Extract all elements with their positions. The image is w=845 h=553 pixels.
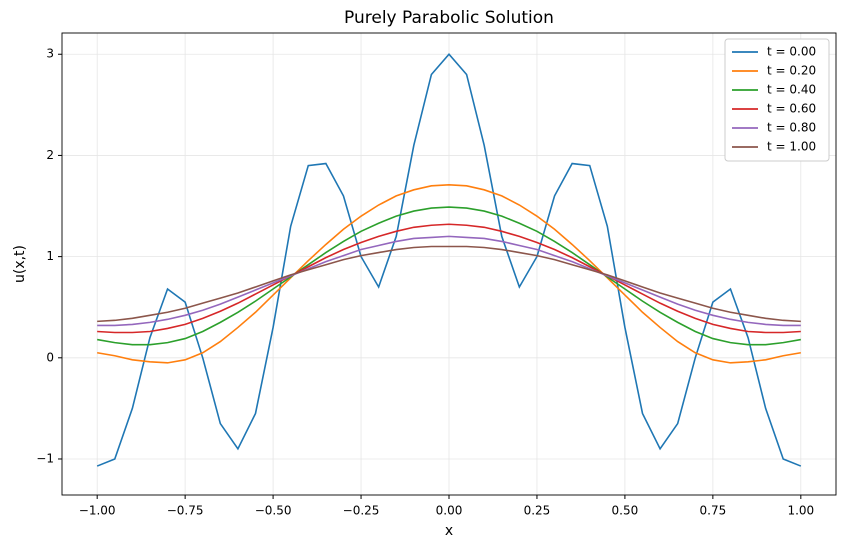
line-series [96, 53, 802, 467]
y-tick-label: 2 [46, 148, 54, 162]
line-series [97, 183, 801, 364]
legend-label: t = 0.80 [767, 121, 816, 135]
line-series [97, 245, 801, 323]
legend-box [724, 38, 830, 162]
y-tick-label: −1 [36, 451, 54, 465]
plot-frame [61, 32, 837, 496]
x-axis-label: x [445, 523, 453, 539]
legend-label: t = 1.00 [767, 140, 816, 154]
legend-label: t = 0.40 [767, 83, 816, 97]
legend-label: t = 0.60 [767, 102, 816, 116]
legend: t = 0.00 t = 0.20 t = 0.40 t = 0.60 t = 0.80… [724, 38, 830, 162]
legend-label: t = 0.00 [767, 45, 816, 59]
y-tick-label: 3 [46, 47, 54, 61]
y-axis-label: u(x,t) [12, 245, 28, 283]
line-series [97, 235, 801, 327]
x-tick-label: 0.75 [700, 504, 727, 518]
y-tick-label: 0 [46, 350, 54, 364]
x-tick-label: 0.25 [524, 504, 551, 518]
y-tick-label: 1 [46, 249, 54, 263]
line-series [97, 223, 801, 334]
chart-title: Purely Parabolic Solution [344, 8, 554, 28]
x-tick-label: 1.00 [787, 504, 814, 518]
x-tick-label: −0.25 [343, 504, 380, 518]
x-tick-label: 0.50 [612, 504, 639, 518]
x-tick-label: −0.75 [167, 504, 204, 518]
x-tick-label: −1.00 [79, 504, 116, 518]
line-series [97, 206, 801, 346]
legend-label: t = 0.20 [767, 64, 816, 78]
x-tick-label: −0.50 [255, 504, 292, 518]
x-tick-label: 0.00 [436, 504, 463, 518]
